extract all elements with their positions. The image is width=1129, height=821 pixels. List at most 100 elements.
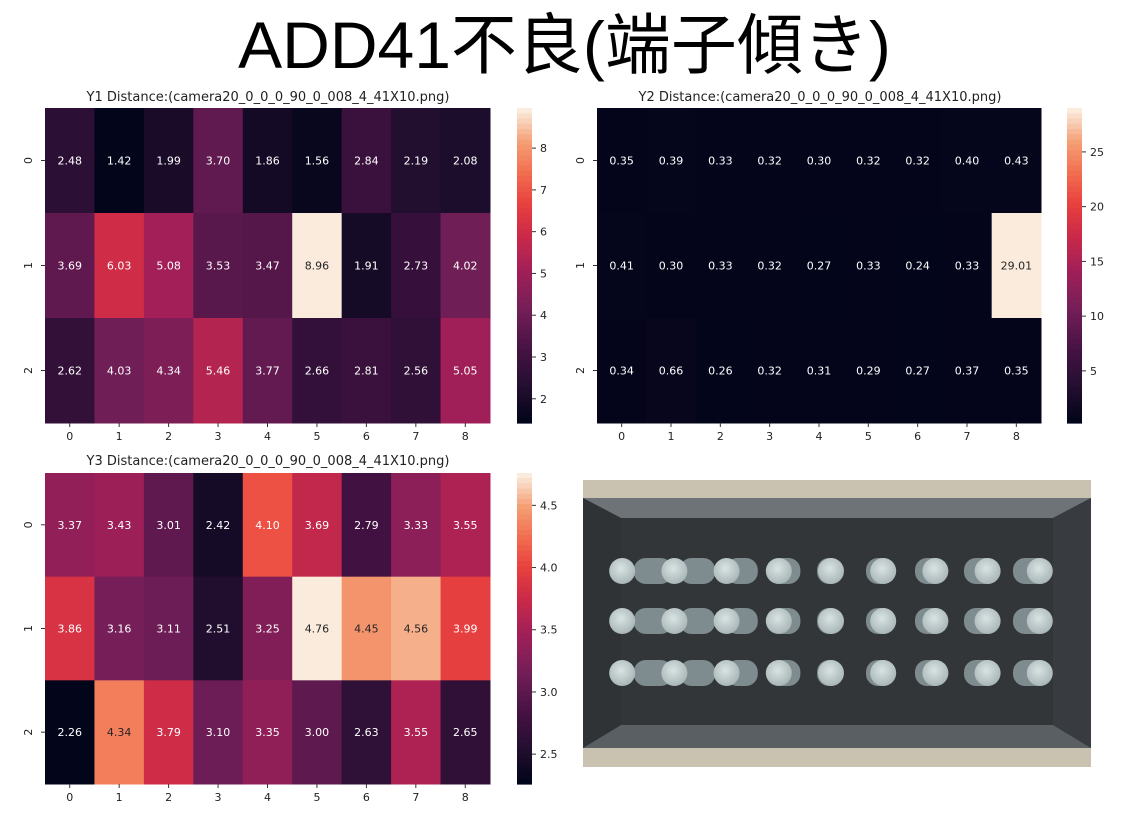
heatmap-cell [391,576,442,681]
colorbar-tick-label: 5 [1090,365,1097,378]
colorbar-segment [517,607,532,614]
colorbar-segment [1067,318,1082,324]
colorbar-segment [517,597,532,604]
colorbar-segment [517,675,532,681]
x-tick-label: 5 [313,791,320,804]
colorbar-segment [517,218,532,225]
colorbar-segment [517,244,532,251]
colorbar-segment [517,566,532,573]
colorbar-segment [517,773,532,780]
heatmap-cell [143,108,194,214]
colorbar-segment [517,592,532,598]
cell-value-label: 3.10 [206,726,231,739]
cell-value-label: 2.79 [354,519,379,532]
colorbar-segment [1067,323,1082,330]
colorbar-segment [1067,328,1082,335]
colorbar-segment [517,391,532,398]
heatmap-cell [341,108,392,214]
x-tick-label: 8 [1013,430,1020,443]
heatmap-cell [242,213,293,319]
colorbar-segment [517,644,532,650]
colorbar-segment [517,134,532,141]
cell-value-label: 0.31 [807,365,832,378]
colorbar-segment [517,535,532,541]
colorbar-segment [517,186,532,193]
colorbar-tick-label: 2.5 [540,748,558,761]
colorbar-segment [1067,255,1082,261]
cell-value-label: 2.56 [404,365,429,378]
connector-pin-top [974,608,1001,634]
colorbar-segment [517,732,532,738]
cell-value-label: 4.03 [107,365,132,378]
x-tick-label: 3 [215,791,222,804]
x-tick-label: 2 [165,430,172,443]
colorbar-segment [517,113,532,120]
colorbar-segment [517,270,532,277]
cell-value-label: 0.27 [905,365,930,378]
heatmap-title: Y1 Distance:(camera20_0_0_0_90_0_008_4_4… [86,90,450,105]
colorbar-tick-label: 6 [540,226,547,239]
connector-pin-top [922,608,949,634]
heatmap-cell [391,473,442,578]
colorbar-segment [517,752,532,759]
heatmap-cell [94,318,145,424]
heatmap-cell [991,108,1042,214]
x-tick-label: 8 [462,430,469,443]
x-tick-label: 2 [165,791,172,804]
cell-value-label: 3.53 [206,260,231,273]
x-tick-label: 4 [264,430,271,443]
x-tick-label: 4 [264,791,271,804]
connector-pin-body [633,660,673,686]
heatmap-cell [94,473,145,578]
colorbar-tick-label: 8 [540,142,547,155]
heatmap-cell [341,318,392,424]
cell-value-label: 3.99 [453,623,478,636]
connector-pin-top [713,660,740,686]
colorbar-segment [517,375,532,382]
colorbar-segment [1067,407,1082,414]
colorbar-segment [517,150,532,156]
cell-value-label: 4.45 [354,623,379,636]
heatmap-cell [942,213,993,319]
cell-value-label: 4.34 [156,365,181,378]
colorbar-segment [517,365,532,372]
colorbar-segment [517,260,532,267]
colorbar-tick-label: 15 [1090,255,1104,268]
cell-value-label: 2.65 [453,726,478,739]
heatmap-cell [745,213,795,319]
heatmap-cell [843,108,894,214]
colorbar-segment [1067,349,1082,356]
heatmap-cell [597,108,647,214]
colorbar-segment [517,354,532,361]
cell-value-label: 3.00 [305,726,330,739]
colorbar-segment [1067,396,1082,403]
colorbar-segment [1067,150,1082,156]
colorbar-segment [1067,181,1082,188]
heatmap-cell [143,473,194,578]
x-tick-label: 7 [412,430,419,443]
colorbar-segment [517,312,532,319]
cell-value-label: 0.33 [708,155,733,168]
colorbar-segment [1067,239,1082,246]
colorbar-segment [517,333,532,340]
colorbar-segment [1067,365,1082,372]
heatmap-cell [292,213,343,319]
connector-pin-body [679,660,716,686]
cell-value-label: 3.01 [156,519,181,532]
colorbar-segment [1067,312,1082,319]
colorbar-segment [1067,339,1082,345]
cell-value-label: 0.30 [807,155,832,168]
colorbar-segment [1067,391,1082,398]
heatmap-cell [794,108,845,214]
colorbar-segment [517,473,532,479]
x-tick-label: 8 [462,791,469,804]
y-tick-label: 1 [22,625,35,632]
cell-value-label: 2.62 [57,365,82,378]
colorbar-segment [517,737,532,744]
cell-value-label: 0.35 [1004,365,1029,378]
colorbar-segment [1067,291,1082,298]
colorbar-segment [517,160,532,167]
colorbar-segment [1067,223,1082,230]
connector-pin-top [609,608,636,634]
colorbar-segment [1067,386,1082,393]
